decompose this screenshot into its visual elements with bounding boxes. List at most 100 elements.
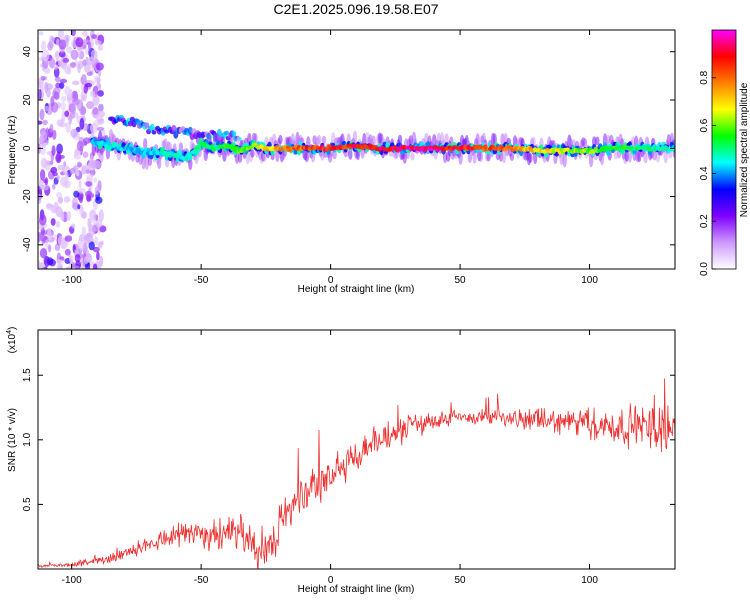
heatmap-noise-blob (64, 235, 73, 242)
heatmap-noise-blob (51, 145, 56, 156)
heatmap-noise-blob (38, 88, 41, 100)
heatmap-ridge-blob (528, 153, 533, 163)
snr-series-line (38, 378, 675, 569)
heatmap-noise-blob (97, 44, 104, 51)
heatmap-noise-blob (44, 105, 50, 112)
heatmap-noise-blob (86, 101, 95, 110)
heatmap-noise-blob (52, 129, 57, 140)
heatmap-noise-blob (80, 74, 87, 86)
heatmap-noise-blob (40, 75, 46, 81)
heatmap-noise-blob (54, 76, 61, 83)
heatmap-noise-blob (94, 236, 99, 246)
heatmap-panel: -100 -50 0 50 100 -40 -20 0 20 40 Height of stra… (7, 29, 676, 295)
colorbar-tick-label: 0.8 (699, 70, 710, 84)
heatmap-noise-blob (38, 31, 44, 36)
heatmap-noise-blob (96, 251, 100, 261)
heatmap-x-tick-label: 100 (581, 275, 598, 286)
snr-panel: -100 -50 0 50 100 0.5 1.0 1.5 Height of straig… (6, 327, 676, 595)
heatmap-noise-blob (82, 59, 87, 67)
heatmap-noise-blob (97, 118, 105, 125)
colorbar-tick-label: 0.0 (699, 262, 710, 276)
heatmap-noise-blob (79, 117, 85, 130)
heatmap-noise-blob (39, 147, 46, 156)
heatmap-noise-blob (85, 48, 89, 55)
heatmap-noise-blob (56, 263, 63, 269)
heatmap-y-tick-label: 40 (22, 46, 33, 58)
heatmap-noise-blob (56, 259, 64, 265)
heatmap-noise-blob (74, 254, 81, 263)
colorbar: 0.0 0.2 0.4 0.6 0.8 Normalized spectral ampl… (699, 29, 750, 276)
heatmap-noise-blob (92, 166, 96, 171)
heatmap-ridge-blob (467, 152, 473, 163)
heatmap-noise-blob (61, 95, 67, 102)
heatmap-x-tick-label: 50 (455, 275, 467, 286)
heatmap-noise-blob (89, 90, 96, 97)
heatmap-noise-blob (77, 162, 83, 168)
heatmap-noise-blob (70, 128, 78, 138)
colorbar-tick-label: 0.2 (699, 214, 710, 228)
heatmap-noise-blob (86, 236, 94, 242)
heatmap-noise-blob (77, 187, 86, 194)
heatmap-noise-blob (63, 196, 71, 203)
heatmap-noise-blob (90, 49, 98, 61)
heatmap-noise-blob (53, 209, 62, 215)
heatmap-noise-blob (41, 49, 50, 62)
heatmap-noise-blob (98, 103, 104, 112)
heatmap-noise-blob (94, 40, 102, 46)
heatmap-noise-blob (100, 240, 104, 245)
snr-y-axis-label: SNR (10 * v/v) (7, 408, 18, 472)
heatmap-noise-blob (57, 235, 64, 246)
heatmap-noise-blob (75, 265, 80, 269)
heatmap-noise-blob (97, 180, 102, 191)
heatmap-noise-blob (71, 223, 76, 229)
heatmap-noise-blob (59, 78, 68, 84)
heatmap-noise-blob (39, 248, 48, 259)
heatmap-noise-blob (39, 169, 46, 181)
heatmap-noise-blob (95, 219, 103, 228)
snr-x-tick-label: 0 (328, 575, 334, 586)
heatmap-noise-blob (97, 90, 104, 97)
heatmap-ridge-blob (237, 152, 243, 163)
heatmap-noise-blob (38, 231, 42, 243)
heatmap-noise-blob (58, 39, 67, 50)
snr-x-tick-label: -100 (62, 575, 82, 586)
heatmap-ridge-blob (397, 134, 403, 146)
heatmap-ridge-blob (178, 142, 184, 152)
heatmap-noise-blob (83, 39, 89, 44)
heatmap-noise-blob (58, 30, 64, 40)
snr-marks (38, 378, 675, 569)
heatmap-y-tick-label: 0 (22, 145, 33, 151)
heatmap-noise-blob (49, 123, 54, 134)
heatmap-ridge-blob (478, 152, 483, 162)
heatmap-noise-blob (82, 151, 89, 158)
snr-x-tick-label: -50 (194, 575, 209, 586)
heatmap-noise-blob (56, 192, 63, 198)
heatmap-noise-blob (55, 220, 61, 228)
heatmap-noise-blob (81, 226, 87, 236)
heatmap-ridge-blob (643, 151, 648, 164)
heatmap-noise-blob (82, 31, 88, 37)
heatmap-ridge-blob (278, 134, 283, 145)
snr-y-tick-label: 1.5 (22, 368, 33, 382)
heatmap-ridge-blob (432, 134, 437, 146)
heatmap-noise-blob (69, 88, 73, 99)
heatmap-y-tick-label: -40 (22, 237, 33, 252)
heatmap-noise-blob (49, 160, 54, 165)
heatmap-noise-blob (64, 66, 71, 75)
heatmap-noise-blob (65, 266, 73, 269)
snr-y-tick-label: 0.5 (22, 497, 33, 511)
heatmap-ridge-blob (147, 157, 153, 166)
heatmap-frame (37, 29, 676, 270)
heatmap-noise-blob (38, 143, 41, 154)
heatmap-noise-blob (94, 75, 99, 83)
heatmap-noise-blob (98, 209, 104, 222)
snr-x-ticks: -100 -50 0 50 100 (62, 330, 598, 586)
heatmap-noise-blob (47, 41, 53, 51)
heatmap-noise-blob (92, 106, 99, 115)
colorbar-gradient (711, 29, 737, 270)
heatmap-ridge-blob (143, 138, 148, 150)
heatmap-noise-blob (50, 166, 58, 174)
heatmap-noise-blob (91, 34, 97, 39)
heatmap-noise-blob (53, 91, 60, 100)
heatmap-noise-blob (56, 143, 63, 155)
